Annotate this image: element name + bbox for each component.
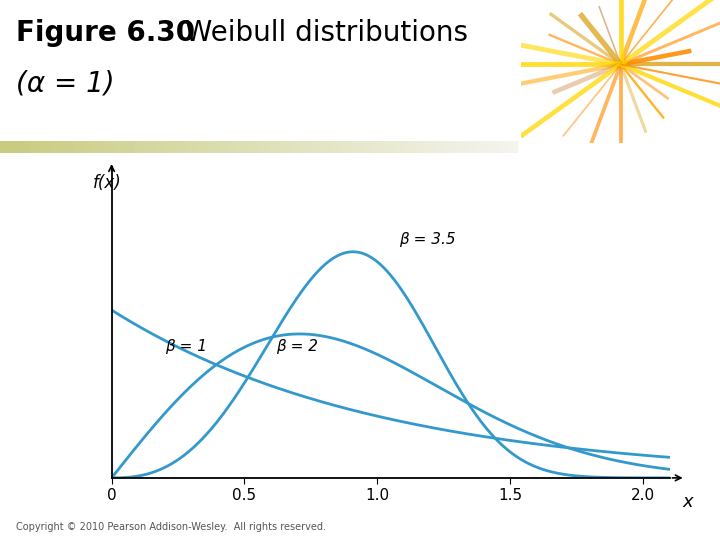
Bar <box>135 141 145 153</box>
Bar <box>114 141 125 153</box>
Bar <box>290 141 301 153</box>
Bar <box>83 141 94 153</box>
Bar <box>10 141 21 153</box>
Bar <box>456 141 467 153</box>
Bar <box>238 141 249 153</box>
Bar <box>415 141 425 153</box>
Bar <box>176 141 186 153</box>
Bar <box>73 141 83 153</box>
Bar <box>104 141 114 153</box>
Bar <box>0 141 10 153</box>
Text: Copyright © 2010 Pearson Addison-Wesley.  All rights reserved.: Copyright © 2010 Pearson Addison-Wesley.… <box>16 522 326 531</box>
Bar <box>425 141 436 153</box>
Bar <box>498 141 508 153</box>
Bar <box>156 141 166 153</box>
Bar <box>31 141 42 153</box>
Text: β = 2: β = 2 <box>276 340 318 354</box>
Text: Figure 6.30: Figure 6.30 <box>16 19 195 47</box>
Bar <box>508 141 518 153</box>
Bar <box>125 141 135 153</box>
Bar <box>394 141 405 153</box>
Bar <box>446 141 456 153</box>
Bar <box>186 141 197 153</box>
Bar <box>321 141 332 153</box>
Bar <box>405 141 415 153</box>
Text: Weibull distributions: Weibull distributions <box>176 19 469 47</box>
Bar <box>21 141 31 153</box>
Bar <box>487 141 498 153</box>
Bar <box>217 141 228 153</box>
Bar <box>228 141 238 153</box>
Bar <box>342 141 353 153</box>
Bar <box>207 141 217 153</box>
Text: f(x): f(x) <box>93 174 122 192</box>
Bar <box>62 141 73 153</box>
Bar <box>477 141 487 153</box>
Bar <box>249 141 259 153</box>
Bar <box>311 141 321 153</box>
Bar <box>363 141 373 153</box>
Bar <box>353 141 363 153</box>
Bar <box>166 141 176 153</box>
Text: 54: 54 <box>657 509 691 532</box>
Bar <box>436 141 446 153</box>
Bar <box>197 141 207 153</box>
Bar <box>269 141 280 153</box>
Bar <box>467 141 477 153</box>
Bar <box>94 141 104 153</box>
Bar <box>332 141 342 153</box>
Bar <box>280 141 290 153</box>
Bar <box>42 141 52 153</box>
Bar <box>259 141 269 153</box>
Bar <box>373 141 384 153</box>
Bar <box>301 141 311 153</box>
Bar <box>145 141 156 153</box>
Bar <box>52 141 62 153</box>
Bar <box>384 141 394 153</box>
Text: (α = 1): (α = 1) <box>16 69 114 97</box>
Text: β = 1: β = 1 <box>165 340 207 354</box>
Text: x: x <box>683 493 693 511</box>
Text: β = 3.5: β = 3.5 <box>399 232 455 247</box>
